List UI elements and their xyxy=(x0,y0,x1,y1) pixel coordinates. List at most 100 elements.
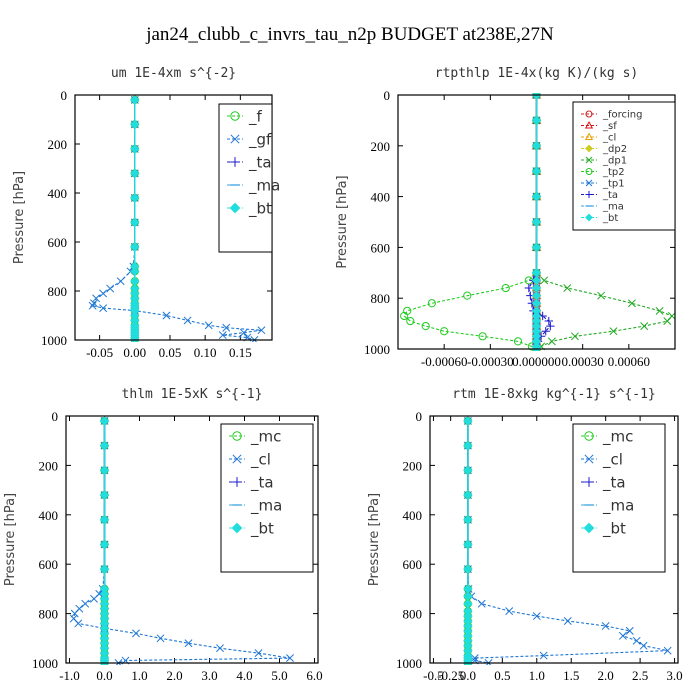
data-point xyxy=(257,326,266,335)
data-point xyxy=(618,631,627,640)
x-tick-label: 0.00 xyxy=(123,345,146,360)
x-tick-label: 0.0 xyxy=(96,668,112,683)
data-point xyxy=(130,95,140,105)
x-tick-label: 6.0 xyxy=(306,668,322,683)
plot-frame xyxy=(429,415,679,664)
data-point xyxy=(222,323,231,332)
data-point xyxy=(463,564,473,574)
data-point xyxy=(184,639,193,648)
legend: _f _gf _ta _ma _bt xyxy=(218,103,280,253)
x-tick-label: -1.0 xyxy=(59,668,80,683)
data-point xyxy=(463,490,473,500)
y-axis-label: Pressure [hPa] xyxy=(367,493,382,586)
data-point xyxy=(463,416,473,426)
legend-label: _dp2 xyxy=(602,144,627,155)
data-point xyxy=(544,316,554,326)
data-point xyxy=(463,515,473,525)
data-point xyxy=(99,465,110,475)
legend-label: _tp2 xyxy=(602,167,625,178)
legend-label: _ta xyxy=(602,190,618,201)
data-point xyxy=(88,301,97,310)
x-tick-label: 0.15 xyxy=(229,345,252,360)
legend-marker xyxy=(232,477,242,487)
data-point xyxy=(130,119,140,130)
legend-marker xyxy=(583,522,595,534)
legend-label: _ma xyxy=(248,176,280,195)
series-group xyxy=(88,95,266,342)
data-point xyxy=(116,277,125,286)
data-point xyxy=(90,299,98,308)
x-tick-label: 0.0 xyxy=(460,668,476,683)
data-point xyxy=(406,316,415,326)
data-point xyxy=(541,327,550,336)
y-tick-label: 1000 xyxy=(41,333,67,348)
x-tick-label: -0.00060 xyxy=(421,354,468,369)
panel-1: um 1E-4xm s^{-2} Pressure [hPa] 0 200 400 600… xyxy=(12,66,280,360)
data-point xyxy=(609,327,618,336)
series-group xyxy=(69,416,294,665)
data-point xyxy=(546,321,555,331)
data-point xyxy=(540,276,549,285)
legend-label: _bt xyxy=(250,519,274,538)
legend-label: _ma xyxy=(250,496,282,515)
legend-marker xyxy=(585,179,593,187)
data-point xyxy=(625,626,634,635)
legend-marker xyxy=(585,156,593,164)
legend-marker xyxy=(584,431,594,441)
legend-marker xyxy=(585,213,593,222)
data-point xyxy=(99,441,110,451)
legend-label: _ta xyxy=(250,473,274,492)
data-point xyxy=(663,646,672,655)
y-tick-label: 800 xyxy=(48,284,68,299)
data-point xyxy=(531,191,542,202)
data-point xyxy=(130,193,140,203)
legend: _forcing_sf_cl_dp2_dp1_tp2_tp1_ta_ma_bt xyxy=(572,101,676,231)
y-tick-label: 0 xyxy=(52,409,59,424)
y-tick-label: 600 xyxy=(403,557,423,572)
panel-title: rtm 1E-8xkg kg^{-1} s^{-1} xyxy=(452,387,656,402)
data-point xyxy=(531,115,542,126)
panel-4: rtm 1E-8xkg kg^{-1} s^{-1} Pressure [hPa]… xyxy=(367,387,683,683)
legend-marker xyxy=(230,111,240,121)
y-tick-label: 0 xyxy=(384,88,391,103)
legend-label: _sf xyxy=(602,121,617,132)
data-point xyxy=(478,332,487,341)
data-point xyxy=(254,649,263,658)
legend-label: _mc xyxy=(602,427,633,446)
panel-title: um 1E-4xm s^{-2} xyxy=(111,66,236,81)
y-tick-label: 800 xyxy=(403,607,423,622)
data-point xyxy=(563,617,572,625)
y-tick-label: 600 xyxy=(39,557,59,572)
legend-marker xyxy=(232,454,242,464)
y-tick-label: 600 xyxy=(48,235,68,250)
panel-3: thlm 1E-5xK s^{-1} Pressure [hPa] 0 200 400 6… xyxy=(3,387,323,683)
data-point xyxy=(440,327,449,336)
data-point xyxy=(99,515,110,525)
data-point xyxy=(571,332,579,341)
y-axis-label: Pressure [hPa] xyxy=(12,171,27,264)
legend-marker xyxy=(584,454,594,464)
data-point xyxy=(99,490,110,500)
data-point xyxy=(463,441,473,451)
data-point xyxy=(74,619,83,628)
y-axis-label: Pressure [hPa] xyxy=(335,175,350,268)
data-point xyxy=(106,284,115,293)
legend-label: _cl xyxy=(602,133,616,144)
y-tick-label: 1000 xyxy=(396,656,422,671)
y-tick-label: 200 xyxy=(39,458,59,473)
y-axis-label: Pressure [hPa] xyxy=(3,493,18,586)
legend: _mc _cl _ta _ma _bt xyxy=(220,423,314,573)
figure-title: jan24_clubb_c_invrs_tau_n2p BUDGET at238… xyxy=(145,24,554,45)
data-point xyxy=(597,291,606,300)
panel-title: rtpthlp 1E-4x(kg K)/(kg s) xyxy=(435,66,639,81)
x-tick-label: 2.0 xyxy=(166,668,182,683)
y-tick-label: 1000 xyxy=(364,342,390,357)
y-tick-label: 400 xyxy=(39,508,59,523)
legend-marker xyxy=(585,110,593,118)
data-point xyxy=(204,321,213,330)
x-tick-label: 0.10 xyxy=(194,345,217,360)
legend-label: _f xyxy=(248,107,263,126)
legend-label: _dp1 xyxy=(602,156,627,167)
data-point xyxy=(400,311,409,321)
legend-label: _bt xyxy=(248,199,272,218)
